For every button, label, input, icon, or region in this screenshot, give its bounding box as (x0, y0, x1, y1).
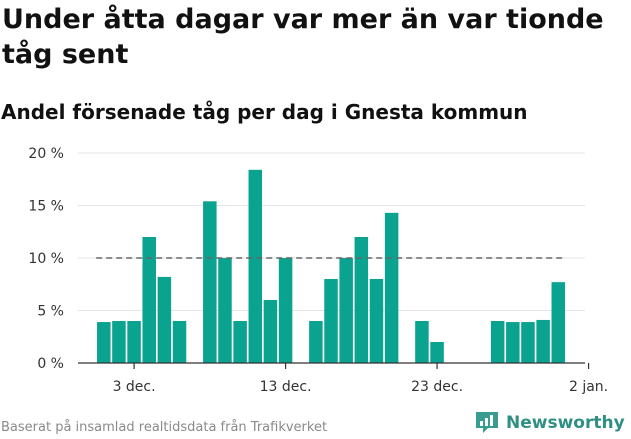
bar-11 (248, 169, 263, 363)
bar-12 (263, 300, 278, 363)
brand: Newsworthy (474, 410, 625, 436)
bar-22 (415, 321, 429, 363)
bar-13 (278, 258, 293, 363)
bar-29 (521, 322, 535, 363)
chart-title: Under åtta dagar var mer än var tionde t… (2, 4, 604, 70)
bar-9 (218, 258, 232, 363)
bars (97, 169, 566, 363)
y-tick-label-0: 0 % (37, 356, 64, 372)
bar-4 (142, 237, 156, 363)
bar-5 (157, 276, 172, 363)
x-tick-label-2: 23 dec. (411, 379, 463, 395)
bar-8 (203, 201, 217, 363)
bar-19 (369, 279, 384, 363)
x-tick-labels: 3 dec. 13 dec. 23 dec. 2 jan. (113, 379, 609, 395)
bar-1 (97, 322, 111, 363)
bar-28 (506, 322, 520, 363)
bar-16 (324, 279, 338, 363)
bar-2 (112, 321, 126, 363)
bar-30 (536, 319, 550, 363)
bar-23 (430, 342, 444, 363)
bar-17 (339, 258, 353, 363)
bar-18 (354, 237, 369, 363)
bar-31 (551, 282, 566, 363)
brand-name: Newsworthy (506, 413, 625, 433)
y-tick-label-1: 5 % (37, 304, 64, 320)
chart-subtitle: Andel försenade tåg per dag i Gnesta kom… (1, 100, 528, 124)
y-tick-label-4: 20 % (28, 146, 64, 162)
x-tick-label-0: 3 dec. (113, 379, 156, 395)
y-tick-label-3: 15 % (28, 199, 64, 215)
bar-10 (233, 321, 247, 363)
bar-27 (490, 321, 505, 363)
bar-6 (172, 321, 187, 363)
bar-3 (127, 321, 141, 363)
x-axis (78, 362, 590, 369)
newsworthy-logo-icon (476, 412, 498, 433)
source-note: Baserat på insamlad realtidsdata från Tr… (1, 420, 328, 435)
x-tick-label-1: 13 dec. (260, 379, 312, 395)
y-tick-label-2: 10 % (28, 251, 64, 267)
bar-15 (309, 321, 323, 363)
bar-20 (384, 212, 399, 363)
x-tick-label-3: 2 jan. (569, 379, 608, 395)
y-tick-labels: 0 % 5 % 10 % 15 % 20 % (28, 146, 64, 372)
